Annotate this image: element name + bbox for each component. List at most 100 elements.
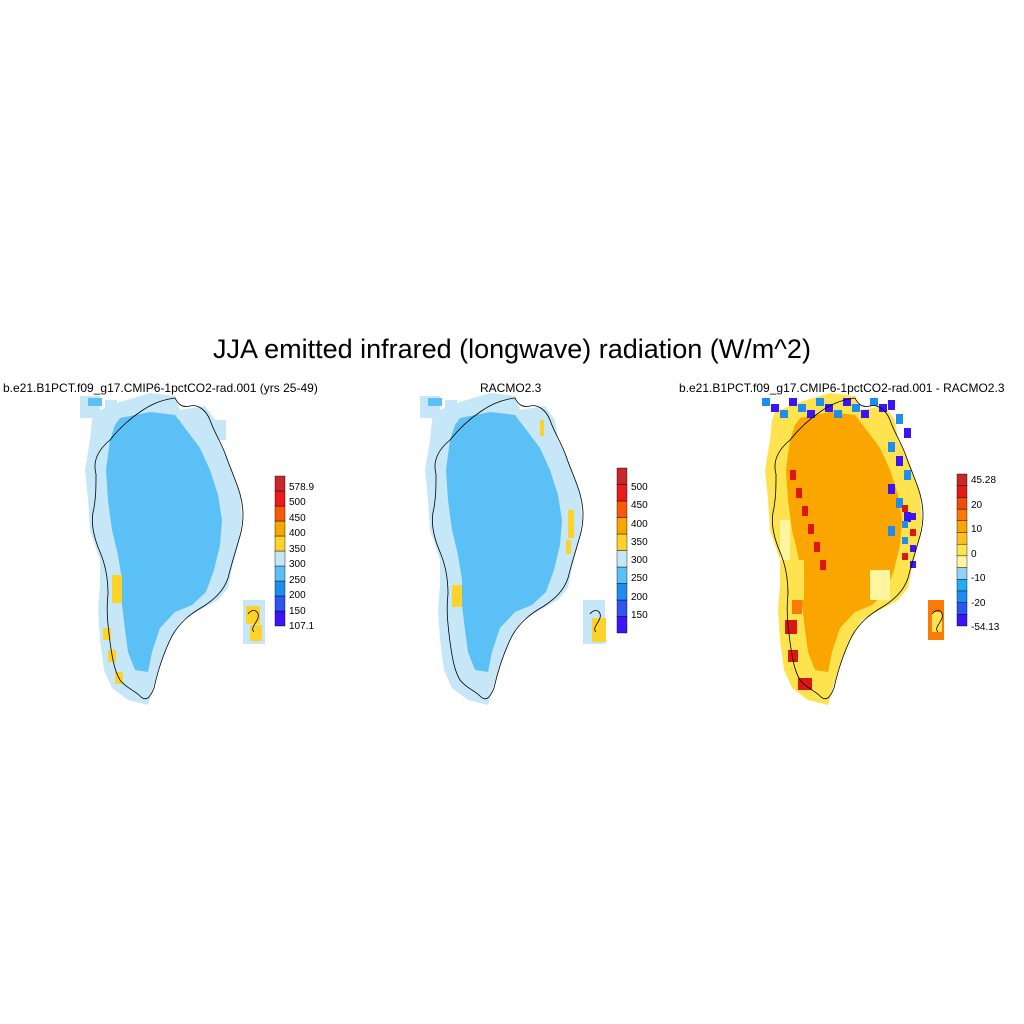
field-cell xyxy=(798,678,812,690)
field-cell xyxy=(788,650,798,662)
field-cell xyxy=(568,510,574,538)
map-diff xyxy=(762,393,944,705)
field-cell xyxy=(816,398,824,406)
colorbar-tick-label: 300 xyxy=(631,555,648,567)
field-cell xyxy=(112,575,122,603)
field-cell xyxy=(910,545,916,552)
field-cell xyxy=(910,529,916,536)
field-cell xyxy=(789,398,797,406)
field-cell xyxy=(910,513,916,520)
field-cell xyxy=(904,512,911,522)
colorbar-tick-label: 578.9 xyxy=(289,481,315,493)
field-cell xyxy=(843,398,851,406)
colorbar-swatch xyxy=(274,505,286,522)
field-cell xyxy=(103,628,111,640)
ice-sheet-interior xyxy=(106,412,222,672)
colorbar-swatch xyxy=(616,533,628,551)
field-cell xyxy=(834,410,842,418)
field-cell xyxy=(825,404,833,412)
colorbar-swatch xyxy=(616,616,628,634)
field-cell xyxy=(910,561,916,568)
field-cell xyxy=(780,410,788,418)
colorbar-swatch xyxy=(616,517,628,535)
field-cell xyxy=(896,456,903,466)
colorbar-swatch xyxy=(956,602,968,615)
field-cell xyxy=(592,618,606,642)
colorbar-tick-label: 450 xyxy=(631,500,648,512)
colorbar-swatch xyxy=(616,550,628,568)
field-cell xyxy=(802,506,808,516)
colorbar-swatch xyxy=(616,583,628,601)
colorbar-tick-label: 500 xyxy=(631,481,648,493)
field-cell xyxy=(246,606,260,624)
field-cell xyxy=(445,400,457,410)
panel-title-obs: RACMO2.3 xyxy=(480,381,542,395)
colorbar-tick-label: 400 xyxy=(631,518,648,530)
field-cell xyxy=(902,537,908,544)
field-cell xyxy=(888,526,895,536)
field-cell xyxy=(896,498,903,508)
colorbar-tick-label: 45.28 xyxy=(971,475,997,486)
coastline xyxy=(432,397,584,700)
field-cell xyxy=(796,488,802,498)
colorbar-swatch xyxy=(616,484,628,502)
colorbar-swatch xyxy=(274,565,286,582)
field-cell xyxy=(771,404,779,412)
colorbar-swatch xyxy=(616,467,628,485)
colorbar-tick-label: 150 xyxy=(631,610,648,621)
colorbar-tick-label: 150 xyxy=(289,605,306,617)
map-obs xyxy=(420,393,606,705)
field-cell xyxy=(896,414,903,424)
field-cell xyxy=(870,570,890,600)
colorbar-swatch xyxy=(956,497,968,510)
field-cell xyxy=(792,600,802,614)
colorbar-swatch xyxy=(616,500,628,518)
colorbar-tick-label: 350 xyxy=(631,536,648,548)
colorbar-model xyxy=(274,475,286,627)
ice-sheet-interior xyxy=(446,412,562,672)
panel-title-model: b.e21.B1PCT.f09_g17.CMIP6-1pctCO2-rad.00… xyxy=(3,381,318,395)
colorbar-tick-label: 10 xyxy=(971,524,983,535)
field-cell xyxy=(105,400,117,410)
field-cell xyxy=(212,420,226,440)
colorbar-swatch xyxy=(274,595,286,612)
field-cell xyxy=(790,470,796,480)
field-cell xyxy=(904,470,911,480)
island-coastline xyxy=(247,610,259,633)
coastline xyxy=(92,397,244,700)
colorbar-tick-label: 400 xyxy=(289,528,306,539)
figure-title: JJA emitted infrared (longwave) radiatio… xyxy=(213,334,811,364)
colorbar-tick-label: 500 xyxy=(289,497,306,508)
field-cell xyxy=(888,484,895,494)
colorbar-tick-label: 300 xyxy=(289,559,306,570)
colorbar-tick-label: 450 xyxy=(289,512,306,524)
colorbar-swatch xyxy=(274,520,286,537)
field-cell xyxy=(904,428,911,438)
colorbar-tick-label: 20 xyxy=(971,499,983,511)
island-coastline xyxy=(589,610,601,633)
field-cell xyxy=(888,400,895,410)
colorbar-swatch xyxy=(274,550,286,567)
field-cell xyxy=(88,398,102,406)
field-cell xyxy=(852,404,860,412)
colorbar-swatch xyxy=(956,520,968,533)
colorbar-tick-label: 250 xyxy=(631,573,648,585)
field-cell xyxy=(785,620,797,634)
field-cell xyxy=(879,404,887,412)
colorbar-diff xyxy=(956,473,968,627)
colorbar-tick-label: 200 xyxy=(631,591,648,603)
field-cell xyxy=(250,625,262,641)
field-cell xyxy=(808,524,814,534)
colorbar-swatch xyxy=(956,532,968,545)
colorbar-swatch xyxy=(274,490,286,507)
greenland-field xyxy=(420,393,606,705)
field-cell xyxy=(902,505,908,512)
field-cell xyxy=(540,420,544,436)
field-cell xyxy=(902,553,908,560)
colorbar-swatch xyxy=(956,473,968,486)
colorbar-swatch xyxy=(956,567,968,580)
colorbar-tick-label: -10 xyxy=(971,573,986,584)
coastline xyxy=(772,397,924,700)
field-cell xyxy=(902,521,908,528)
colorbar-swatch xyxy=(616,566,628,584)
